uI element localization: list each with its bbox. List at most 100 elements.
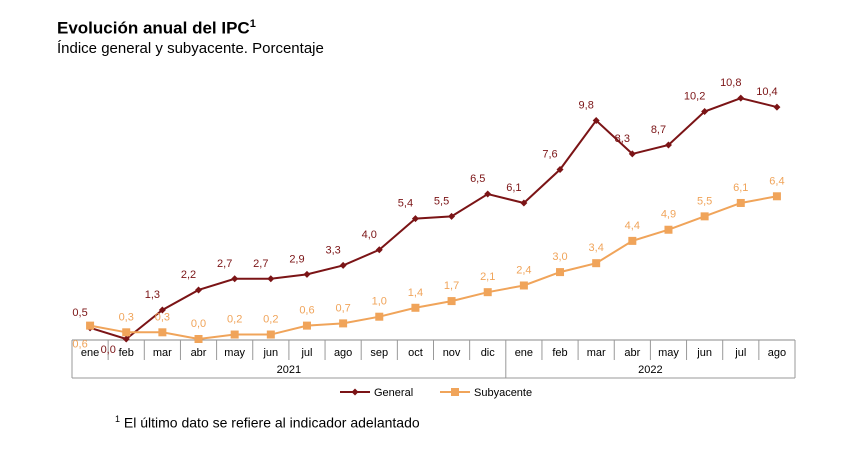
x-tick-label: jun (262, 347, 278, 359)
x-tick-label: ene (81, 347, 99, 359)
x-tick-label: abr (191, 347, 207, 359)
footnote-text: El último dato se refiere al indicador a… (123, 414, 420, 431)
data-point (447, 297, 456, 306)
data-point (411, 215, 419, 223)
data-point (519, 281, 528, 290)
data-point (737, 94, 745, 102)
x-tick-label: feb (552, 347, 567, 359)
legend-label: General (374, 387, 413, 399)
data-point (230, 330, 239, 339)
x-tick-label: jul (734, 347, 746, 359)
data-label: 10,4 (756, 86, 777, 98)
data-label: 1,0 (372, 296, 387, 308)
data-point (86, 321, 95, 330)
x-tick-label: nov (443, 347, 461, 359)
data-label: 3,4 (589, 242, 604, 254)
data-label: 0,6 (72, 339, 87, 351)
data-point (736, 198, 745, 207)
data-point (484, 190, 492, 198)
data-label: 0,7 (335, 302, 350, 314)
x-tick-label: ago (334, 347, 352, 359)
data-label: 0,3 (155, 311, 170, 323)
data-point (700, 212, 709, 221)
data-label: 2,4 (516, 264, 531, 276)
data-label: 0,6 (299, 305, 314, 317)
data-point (302, 321, 311, 330)
data-label: 5,4 (398, 198, 413, 210)
x-tick-label: mar (153, 347, 172, 359)
x-tick-label: dic (481, 347, 496, 359)
data-point (520, 199, 528, 207)
data-label: 1,7 (444, 280, 459, 292)
title-footnote-mark: 1 (249, 18, 256, 30)
x-tick-label: mar (587, 347, 606, 359)
data-point (158, 328, 167, 337)
x-tick-label: ago (768, 347, 786, 359)
data-point (556, 166, 564, 174)
data-label: 6,5 (470, 173, 485, 185)
series-line-general (89, 97, 778, 341)
data-label: 0,2 (263, 314, 278, 326)
data-point (339, 319, 348, 328)
data-point (195, 286, 203, 294)
data-label: 6,1 (506, 182, 521, 194)
legend-marker (451, 388, 459, 396)
x-tick-label: abr (624, 347, 640, 359)
x-tick-label: may (224, 347, 245, 359)
footnote: 1 El último dato se refiere al indicador… (115, 414, 420, 431)
data-label: 2,2 (181, 269, 196, 281)
data-label: 10,2 (684, 91, 705, 103)
data-label: 4,9 (661, 209, 676, 221)
legend-label: Subyacente (474, 387, 532, 399)
data-point (122, 335, 130, 343)
data-label: 4,0 (362, 229, 377, 241)
data-point (158, 306, 166, 314)
data-point (773, 103, 781, 111)
x-tick-label: jun (696, 347, 712, 359)
data-point (664, 141, 672, 149)
data-label: 3,0 (552, 251, 567, 263)
data-label: 8,3 (615, 133, 630, 145)
year-label: 2022 (638, 364, 662, 376)
data-point (303, 270, 311, 278)
legend-marker (351, 388, 359, 396)
x-tick-label: ene (515, 347, 533, 359)
data-point (375, 312, 384, 321)
data-point (122, 328, 131, 337)
data-point (592, 259, 601, 268)
title-text: Evolución anual del IPC (57, 18, 250, 38)
data-label: 4,4 (625, 220, 640, 232)
data-label: 3,3 (325, 244, 340, 256)
year-label: 2021 (277, 364, 301, 376)
data-label: 6,1 (733, 182, 748, 194)
data-point (375, 246, 383, 254)
data-label: 1,4 (408, 287, 423, 299)
x-tick-label: feb (119, 347, 134, 359)
data-point (448, 212, 456, 220)
data-point (267, 275, 275, 283)
data-label: 0,0 (191, 318, 206, 330)
data-point (556, 268, 565, 277)
chart-subtitle: Índice general y subyacente. Porcentaje (57, 40, 324, 57)
data-label: 2,1 (480, 271, 495, 283)
data-label: 8,7 (651, 124, 666, 136)
data-point (194, 335, 203, 343)
data-point (701, 108, 709, 116)
x-tick-label: oct (408, 347, 423, 359)
data-point (772, 192, 781, 201)
data-point (266, 330, 275, 339)
data-point (628, 150, 636, 158)
data-label: 7,6 (542, 149, 557, 161)
data-label: 0,5 (72, 307, 87, 319)
data-label: 5,5 (434, 195, 449, 207)
data-label: 2,7 (253, 258, 268, 270)
data-point (628, 236, 637, 245)
data-point (664, 225, 673, 234)
data-point (339, 261, 347, 269)
data-label: 6,4 (769, 175, 784, 187)
x-tick-label: jul (300, 347, 312, 359)
data-point (231, 275, 239, 283)
data-label: 10,8 (720, 77, 741, 89)
